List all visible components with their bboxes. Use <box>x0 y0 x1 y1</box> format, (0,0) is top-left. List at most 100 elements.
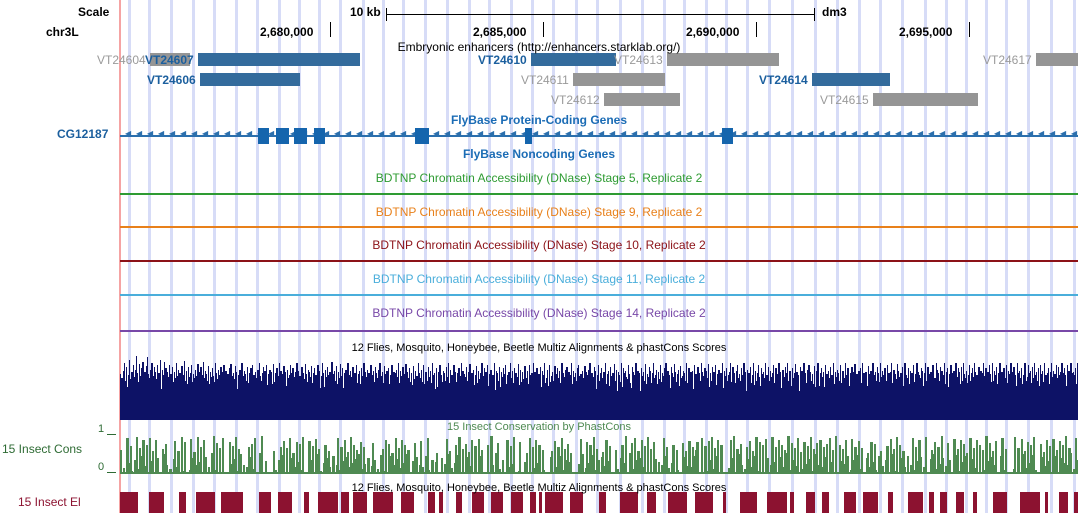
signal-bar <box>1014 437 1017 474</box>
signal-bar <box>992 381 994 420</box>
dnase-baseline-1 <box>120 226 1078 228</box>
enhancer-label[interactable]: VT24606 <box>147 73 196 87</box>
enhancer-label[interactable]: VT24614 <box>759 73 808 87</box>
enhancer-feature[interactable] <box>604 93 680 106</box>
enhancer-label[interactable]: VT24610 <box>478 53 527 67</box>
conserved-element[interactable] <box>740 492 757 513</box>
conserved-element[interactable] <box>545 492 563 513</box>
gene-exon[interactable] <box>722 128 733 144</box>
gene-exon[interactable] <box>276 128 289 144</box>
enhancer-label[interactable]: VT24607 <box>145 53 194 67</box>
enhancer-label[interactable]: VT24604 <box>97 53 146 67</box>
insect-elements-track[interactable] <box>120 492 1078 513</box>
conserved-element[interactable] <box>647 492 656 513</box>
signal-bar <box>1001 381 1004 420</box>
conserved-element[interactable] <box>221 492 243 513</box>
enhancer-label[interactable]: VT24612 <box>551 93 600 107</box>
conserved-element[interactable] <box>908 492 923 513</box>
signal-bar <box>151 390 154 420</box>
conserved-element[interactable] <box>373 492 393 513</box>
conserved-element[interactable] <box>149 492 164 513</box>
gene-exon[interactable] <box>525 128 532 144</box>
conserved-element[interactable] <box>318 492 338 513</box>
conserved-element[interactable] <box>570 492 583 513</box>
signal-bar <box>396 459 399 474</box>
signal-bar <box>187 390 189 420</box>
signal-bar <box>203 440 206 474</box>
conserved-element[interactable] <box>304 492 309 513</box>
enhancer-feature[interactable] <box>198 53 360 66</box>
conserved-element[interactable] <box>120 492 138 513</box>
conserved-element[interactable] <box>341 492 349 513</box>
conserved-element[interactable] <box>844 492 856 513</box>
signal-bar <box>796 438 800 474</box>
conserved-element[interactable] <box>806 492 815 513</box>
conserved-element[interactable] <box>940 492 947 513</box>
conserved-element[interactable] <box>790 492 794 513</box>
conserved-element[interactable] <box>668 492 687 513</box>
conserved-element[interactable] <box>456 492 462 513</box>
conserved-element[interactable] <box>179 492 186 513</box>
gene-exon[interactable] <box>415 128 429 144</box>
signal-bar <box>358 371 361 420</box>
conserved-element[interactable] <box>1045 492 1048 513</box>
conserved-element[interactable] <box>353 492 367 513</box>
enhancer-feature[interactable] <box>812 73 890 86</box>
conserved-element[interactable] <box>428 492 435 513</box>
track-title-flybase-coding: FlyBase Protein-Coding Genes <box>450 113 628 127</box>
conserved-element[interactable] <box>723 492 726 513</box>
signal-bar <box>821 377 824 420</box>
signal-bar <box>802 387 804 420</box>
signal-bar <box>899 387 902 420</box>
conserved-element[interactable] <box>599 492 606 513</box>
enhancer-feature[interactable] <box>1036 53 1078 66</box>
conserved-element[interactable] <box>539 492 542 513</box>
conserved-element[interactable] <box>888 492 893 513</box>
enhancer-feature[interactable] <box>573 73 665 86</box>
enhancer-label[interactable]: VT24613 <box>614 53 663 67</box>
signal-bar <box>982 381 984 420</box>
conserved-element[interactable] <box>929 492 934 513</box>
conserved-element[interactable] <box>1059 492 1068 513</box>
signal-bar <box>208 384 210 420</box>
signal-bar <box>873 444 876 474</box>
conserved-element[interactable] <box>767 492 787 513</box>
conserved-element[interactable] <box>401 492 414 513</box>
enhancer-feature[interactable] <box>150 53 190 66</box>
conserved-element[interactable] <box>472 492 484 513</box>
enhancer-feature[interactable] <box>873 93 978 106</box>
conserved-element[interactable] <box>695 492 713 513</box>
conserved-element[interactable] <box>439 492 443 513</box>
signal-bar <box>554 441 557 474</box>
enhancer-label[interactable]: VT24615 <box>820 93 869 107</box>
conserved-element[interactable] <box>973 492 977 513</box>
conserved-element[interactable] <box>511 492 523 513</box>
enhancer-feature[interactable] <box>200 73 300 86</box>
conserved-element[interactable] <box>259 492 271 513</box>
gene-strand-arrow-icon: ◀ <box>873 129 880 138</box>
gene-exon[interactable] <box>294 128 307 144</box>
conserved-element[interactable] <box>956 492 964 513</box>
signal-bar <box>282 441 286 474</box>
conserved-element[interactable] <box>620 492 638 513</box>
gene-label-cg12187[interactable]: CG12187 <box>57 127 109 141</box>
conserved-element[interactable] <box>278 492 292 513</box>
enhancer-label[interactable]: VT24611 <box>521 73 569 87</box>
conserved-element[interactable] <box>196 492 215 513</box>
conserved-element[interactable] <box>530 492 536 513</box>
enhancer-feature[interactable] <box>667 53 779 66</box>
conserved-element[interactable] <box>993 492 1007 513</box>
conserved-element[interactable] <box>863 492 878 513</box>
signal-bar <box>655 391 657 420</box>
conserved-element[interactable] <box>1074 492 1078 513</box>
signal-bar <box>788 383 790 420</box>
signal-bar <box>607 377 609 420</box>
gene-exon[interactable] <box>314 128 325 144</box>
conserved-element[interactable] <box>491 492 503 513</box>
enhancer-label[interactable]: VT24617 <box>983 53 1032 67</box>
gene-exon[interactable] <box>258 128 269 144</box>
enhancer-feature[interactable] <box>531 53 616 66</box>
conserved-element[interactable] <box>822 492 829 513</box>
conserved-element[interactable] <box>1020 492 1040 513</box>
